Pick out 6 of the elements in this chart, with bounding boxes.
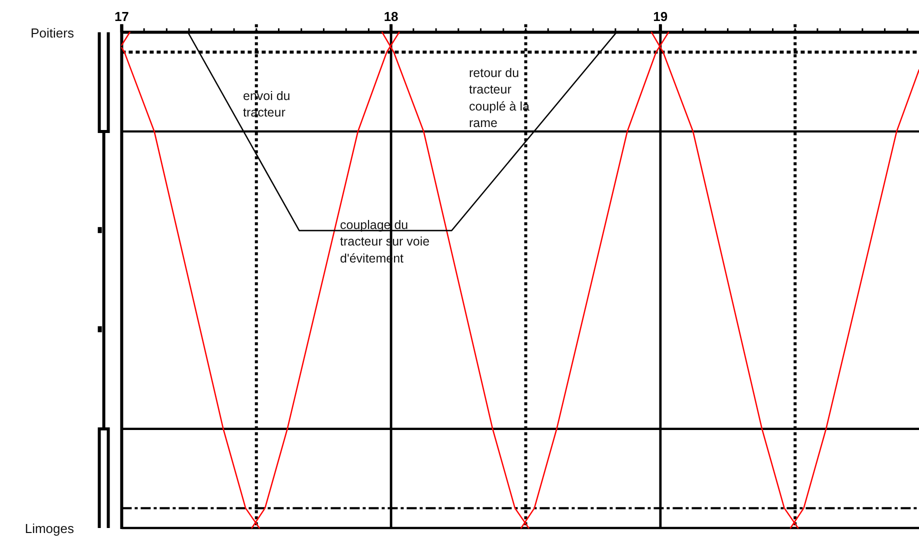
annotation: retour du tracteur couplé à la rame	[469, 66, 530, 130]
x-tick-label: 19	[653, 8, 668, 24]
text: Limoges	[24, 520, 74, 536]
x-tick-label: 17	[114, 8, 129, 24]
x-tick-label: 18	[384, 8, 398, 24]
text: Poitiers	[30, 24, 74, 40]
